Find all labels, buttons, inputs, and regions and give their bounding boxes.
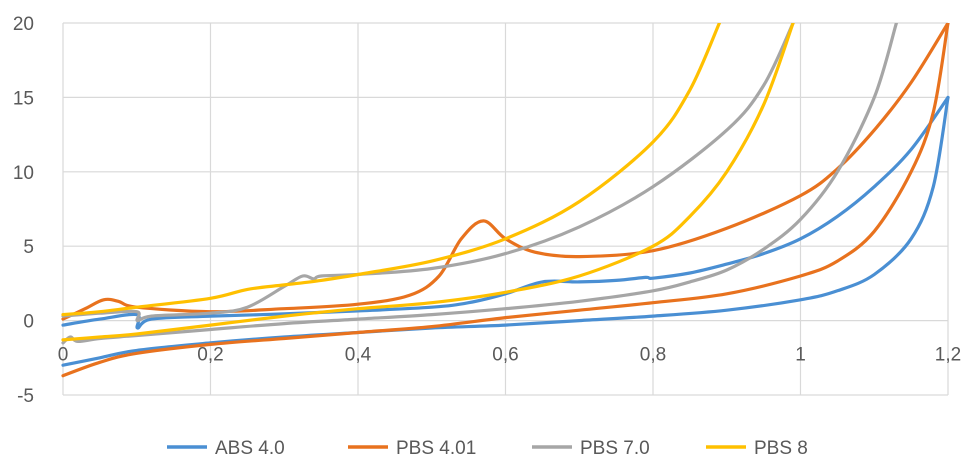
- legend-label: PBS 4.01: [396, 438, 476, 459]
- y-tick-label: 0: [23, 312, 34, 333]
- chart-grid: [62, 22, 949, 396]
- series-line-1-1: [61, 23, 950, 321]
- plot-area: [61, 23, 950, 378]
- x-tick-label: 0,6: [492, 345, 518, 366]
- series-line-0-0: [61, 95, 950, 367]
- series-line-2-1: [61, 23, 795, 323]
- series-line-1-0: [61, 23, 950, 378]
- legend-label: PBS 7.0: [580, 438, 650, 459]
- y-tick-label: 20: [13, 14, 34, 35]
- legend-label: PBS 8: [754, 438, 808, 459]
- series-line-3-0: [61, 23, 795, 342]
- x-tick-label: 1: [795, 345, 806, 366]
- x-tick-label: 0,4: [345, 345, 372, 366]
- series-lines: [61, 23, 950, 378]
- y-tick-label: 15: [13, 88, 34, 109]
- tick-labels: -5 0 5 10 15 20 0 0,2 0,4 0,6 0,8 1 1,2: [13, 14, 961, 407]
- x-tick-label: 0,2: [197, 345, 223, 366]
- x-tick-label: 0: [58, 345, 69, 366]
- y-tick-label: 10: [13, 163, 34, 184]
- y-tick-label: 5: [23, 237, 34, 258]
- x-tick-label: 1,2: [935, 345, 961, 366]
- y-tick-label: -5: [17, 386, 34, 407]
- x-tick-label: 0,8: [640, 345, 666, 366]
- series-line-3-1: [61, 23, 721, 317]
- legend-label: ABS 4.0: [215, 438, 285, 459]
- legend: ABS 4.0 PBS 4.01 PBS 7.0 PBS 8: [167, 438, 808, 459]
